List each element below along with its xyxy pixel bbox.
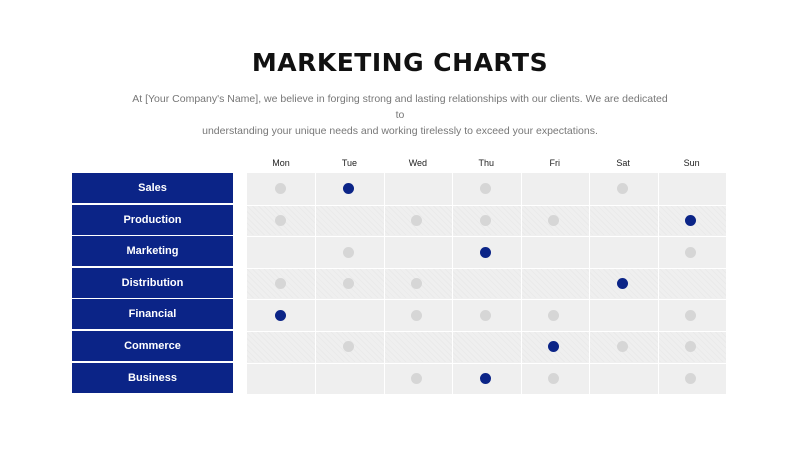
inactive-dot-business-wed	[411, 373, 422, 384]
grid-row-divider	[247, 236, 726, 237]
grid-column-divider	[315, 173, 316, 394]
day-label-tue: Tue	[341, 158, 358, 168]
grid-row-divider	[247, 299, 726, 300]
inactive-dot-distribution-mon	[275, 278, 286, 289]
page-title: MARKETING CHARTS	[251, 48, 549, 77]
subtitle-line-2: understanding your unique needs and work…	[202, 125, 598, 137]
page-subtitle: At [Your Company's Name], we believe in …	[130, 91, 670, 139]
day-label-wed: Wed	[408, 158, 428, 168]
day-label-sat: Sat	[616, 158, 630, 168]
inactive-dot-production-fri	[548, 215, 559, 226]
grid-column-divider	[658, 173, 659, 394]
row-label-business: Business	[72, 363, 233, 393]
subtitle-line-1: At [Your Company's Name], we believe in …	[132, 93, 668, 121]
row-label-marketing: Marketing	[72, 236, 233, 266]
inactive-dot-commerce-tue	[343, 341, 354, 352]
inactive-dot-business-sun	[685, 373, 696, 384]
inactive-dot-sales-mon	[275, 183, 286, 194]
inactive-dot-distribution-wed	[411, 278, 422, 289]
inactive-dot-marketing-sun	[685, 247, 696, 258]
active-dot-marketing-thu	[480, 247, 491, 258]
inactive-dot-sales-thu	[480, 183, 491, 194]
active-dot-business-thu	[480, 373, 491, 384]
row-label-financial: Financial	[72, 299, 233, 329]
grid-row-divider	[247, 363, 726, 364]
row-label-production: Production	[72, 205, 233, 235]
active-dot-distribution-sat	[617, 278, 628, 289]
grid-row-divider	[247, 205, 726, 206]
grid-column-divider	[589, 173, 590, 394]
inactive-dot-financial-sun	[685, 310, 696, 321]
inactive-dot-financial-wed	[411, 310, 422, 321]
row-label-distribution: Distribution	[72, 268, 233, 298]
active-dot-financial-mon	[275, 310, 286, 321]
row-band-commerce	[247, 332, 726, 362]
active-dot-sales-tue	[343, 183, 354, 194]
inactive-dot-production-thu	[480, 215, 491, 226]
grid-column-divider	[384, 173, 385, 394]
row-label-sales: Sales	[72, 173, 233, 203]
row-label-commerce: Commerce	[72, 331, 233, 361]
active-dot-production-sun	[685, 215, 696, 226]
grid-row-divider	[247, 268, 726, 269]
inactive-dot-distribution-tue	[343, 278, 354, 289]
inactive-dot-financial-thu	[480, 310, 491, 321]
grid-row-divider	[247, 331, 726, 332]
inactive-dot-commerce-sun	[685, 341, 696, 352]
row-band-distribution	[247, 268, 726, 298]
inactive-dot-production-wed	[411, 215, 422, 226]
inactive-dot-production-mon	[275, 215, 286, 226]
inactive-dot-sales-sat	[617, 183, 628, 194]
inactive-dot-commerce-sat	[617, 341, 628, 352]
inactive-dot-marketing-tue	[343, 247, 354, 258]
day-label-fri: Fri	[549, 158, 560, 168]
grid-column-divider	[521, 173, 522, 394]
inactive-dot-financial-fri	[548, 310, 559, 321]
day-label-thu: Thu	[478, 158, 495, 168]
day-label-sun: Sun	[683, 158, 700, 168]
inactive-dot-business-fri	[548, 373, 559, 384]
grid-column-divider	[452, 173, 453, 394]
active-dot-commerce-fri	[548, 341, 559, 352]
day-label-mon: Mon	[272, 158, 290, 168]
